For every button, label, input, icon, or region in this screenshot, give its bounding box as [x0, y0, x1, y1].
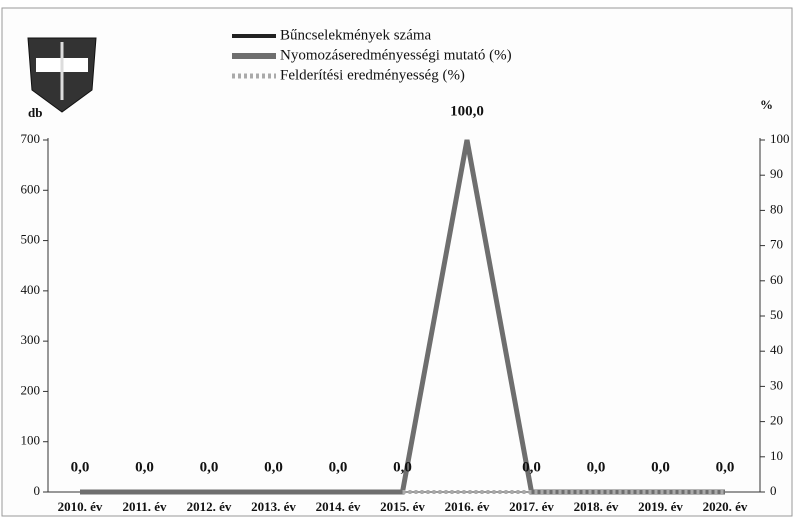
legend-label: Nyomozáseredményességi mutató (%) — [280, 47, 512, 63]
value-label: 0,0 — [716, 459, 735, 475]
value-label: 0,0 — [135, 459, 154, 475]
y2-axis-label: % — [760, 97, 773, 112]
y-tick-label: 200 — [21, 382, 41, 397]
y-tick-label: 700 — [21, 131, 41, 146]
frame — [1, 7, 793, 517]
x-tick-label: 2019. év — [638, 499, 683, 514]
x-tick-label: 2010. év — [58, 499, 103, 514]
value-label: 0,0 — [587, 459, 606, 475]
x-tick-label: 2016. év — [445, 499, 490, 514]
value-label: 0,0 — [264, 459, 283, 475]
y2-tick-label: 20 — [770, 413, 783, 428]
y-tick-label: 600 — [21, 181, 41, 196]
value-label: 0,0 — [200, 459, 219, 475]
x-tick-label: 2011. év — [122, 499, 167, 514]
x-tick-label: 2015. év — [380, 499, 425, 514]
y-tick-label: 500 — [21, 232, 41, 247]
x-tick-label: 2017. év — [509, 499, 554, 514]
y2-tick-label: 0 — [770, 483, 777, 498]
y2-tick-label: 30 — [770, 377, 783, 392]
value-label: 0,0 — [651, 459, 670, 475]
y-tick-label: 400 — [21, 282, 41, 297]
logo — [27, 37, 97, 113]
y2-tick-label: 80 — [770, 201, 783, 216]
y2-tick-label: 100 — [770, 131, 790, 146]
x-tick-label: 2020. év — [703, 499, 748, 514]
legend-label: Felderítési eredményesség (%) — [280, 67, 465, 83]
value-label: 0,0 — [393, 459, 412, 475]
value-label: 0,0 — [329, 459, 348, 475]
y2-tick-label: 10 — [770, 448, 783, 463]
x-tick-label: 2013. év — [251, 499, 296, 514]
y2-tick-label: 90 — [770, 166, 783, 181]
x-tick-label: 2012. év — [187, 499, 232, 514]
y-axis-label: db — [28, 105, 42, 120]
value-label: 100,0 — [450, 103, 484, 119]
x-tick-label: 2014. év — [316, 499, 361, 514]
y2-tick-label: 40 — [770, 342, 783, 357]
y2-tick-label: 60 — [770, 272, 783, 287]
value-label: 0,0 — [522, 459, 541, 475]
value-label: 0,0 — [71, 459, 90, 475]
y-tick-label: 0 — [34, 483, 41, 498]
y-tick-label: 100 — [21, 433, 41, 448]
y-tick-label: 300 — [21, 332, 41, 347]
legend-label: Bűncselekmények száma — [280, 27, 432, 43]
x-tick-label: 2018. év — [574, 499, 619, 514]
y2-tick-label: 70 — [770, 237, 783, 252]
y2-tick-label: 50 — [770, 307, 783, 322]
